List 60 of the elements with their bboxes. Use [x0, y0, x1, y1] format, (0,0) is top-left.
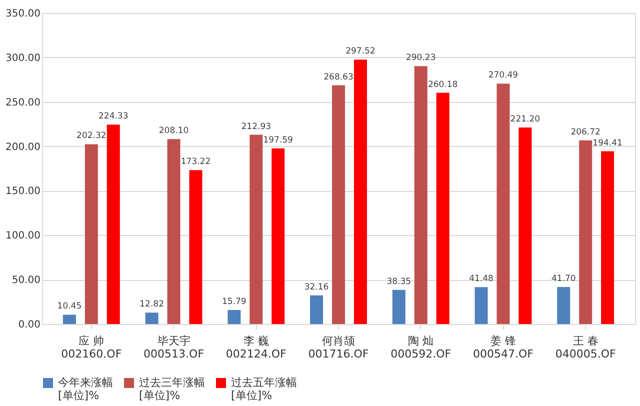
legend-label: 过去五年涨幅 [单位]% — [231, 376, 297, 402]
x-tick-label: 毕天宇 000513.OF — [144, 334, 204, 360]
bar — [354, 60, 367, 324]
bar — [84, 144, 98, 324]
legend-label: 过去三年涨幅 [单位]% — [139, 376, 205, 402]
data-label: 38.35 — [386, 276, 412, 287]
y-tick-label: 50.00 — [12, 275, 40, 286]
data-label: 10.45 — [57, 302, 82, 312]
data-label: 173.22 — [180, 157, 211, 168]
x-tick-label: 何肖颉 001716.OF — [308, 334, 369, 360]
bar — [414, 66, 428, 324]
data-label: 260.18 — [428, 80, 458, 90]
bar — [62, 314, 76, 324]
data-label: 197.59 — [263, 135, 293, 146]
data-label: 270.49 — [488, 70, 518, 81]
data-label: 194.41 — [592, 138, 622, 148]
bar — [392, 290, 406, 324]
bar — [518, 127, 532, 324]
y-tick-label: 100.00 — [6, 230, 40, 242]
data-label: 41.70 — [551, 274, 576, 284]
bar — [228, 310, 241, 324]
data-label: 268.63 — [324, 72, 354, 82]
bar — [332, 85, 345, 324]
bar — [579, 140, 592, 324]
x-tick-label: 李 巍 002124.OF — [226, 334, 286, 360]
data-label: 221.20 — [510, 114, 540, 124]
bar — [145, 312, 158, 324]
data-label: 15.79 — [222, 296, 246, 307]
y-tick-label: 350.00 — [6, 8, 40, 20]
data-label: 41.48 — [469, 274, 494, 284]
data-label: 290.23 — [406, 53, 436, 64]
bar — [106, 124, 120, 324]
y-tick-label: 300.00 — [6, 52, 40, 64]
bar — [310, 295, 324, 324]
bar — [557, 286, 570, 324]
data-label: 208.10 — [158, 126, 189, 136]
bar — [250, 134, 263, 324]
x-tick-label: 应 帅 002160.OF — [61, 334, 122, 360]
bar — [601, 151, 614, 324]
data-label: 32.16 — [304, 282, 329, 292]
data-label: 202.32 — [76, 131, 106, 142]
legend-label: 今年来涨幅 [单位]% — [58, 376, 113, 402]
x-tick-label: 王 春 040005.OF — [555, 334, 616, 360]
y-tick-label: 0.00 — [18, 320, 40, 330]
bar — [474, 287, 488, 324]
bar — [272, 148, 285, 324]
y-tick-label: 150.00 — [6, 186, 40, 198]
y-tick-label: 250.00 — [6, 97, 40, 108]
bar — [167, 139, 180, 324]
data-label: 206.72 — [570, 127, 600, 138]
data-label: 12.82 — [140, 300, 164, 310]
x-tick-label: 姜 锋 000547.OF — [472, 334, 534, 360]
y-tick-label: 200.00 — [6, 142, 40, 153]
bar — [436, 92, 450, 324]
x-tick-label: 陶 灿 000592.OF — [390, 334, 452, 360]
data-label: 212.93 — [241, 122, 272, 132]
data-label: 224.33 — [98, 112, 128, 122]
data-label: 297.52 — [346, 46, 376, 57]
bar — [496, 84, 510, 324]
bar — [189, 170, 202, 324]
